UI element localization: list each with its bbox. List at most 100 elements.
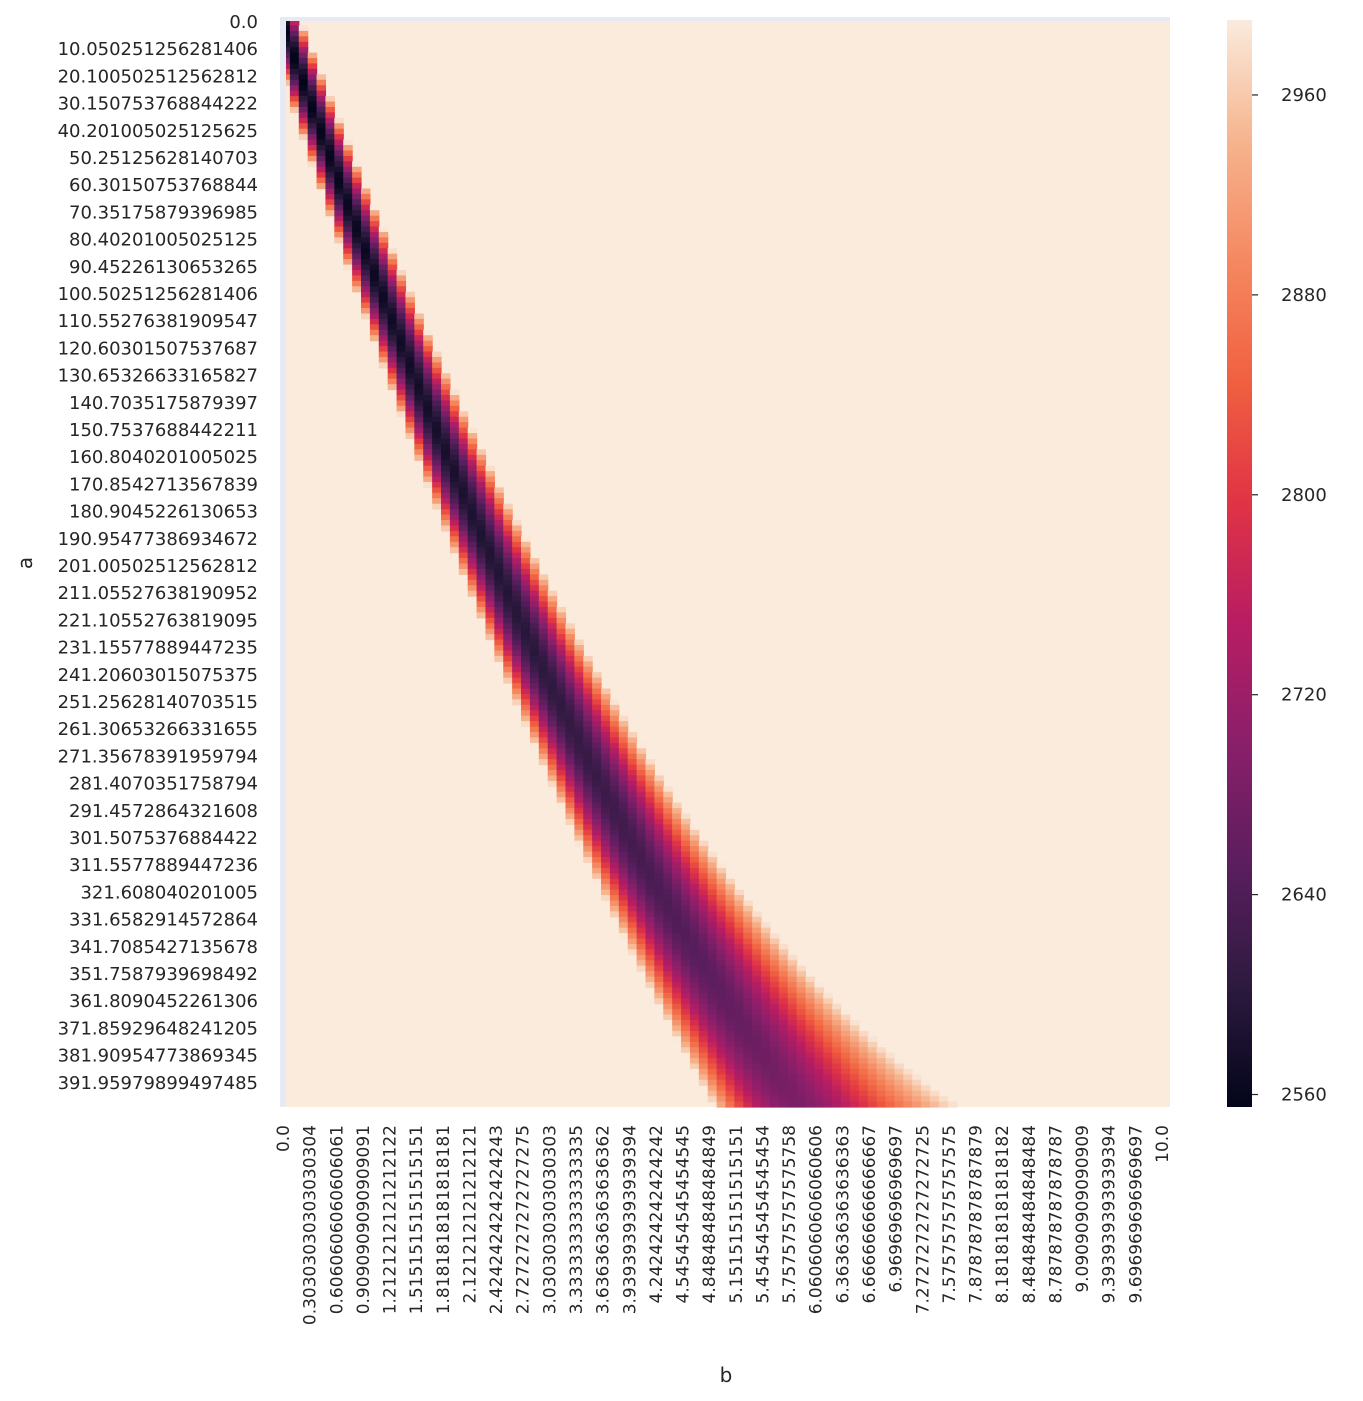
heatmap-cell <box>787 1096 798 1103</box>
heatmap-cell <box>369 318 380 325</box>
heatmap-cell <box>752 976 762 983</box>
heatmap-cell <box>538 645 549 652</box>
heatmap-cell <box>449 427 460 434</box>
heatmap-cell <box>316 145 327 152</box>
heatmap-cell <box>432 378 442 385</box>
heatmap-cell <box>378 291 389 298</box>
heatmap-cell <box>503 563 513 570</box>
heatmap-cell <box>867 1096 878 1103</box>
heatmap-cell <box>743 1025 753 1032</box>
x-axis: 0.0 0.30303030303030304 0.6060606060606061… <box>274 1125 1173 1325</box>
heatmap-cell <box>432 351 442 358</box>
heatmap-cell <box>761 971 771 978</box>
heatmap-cell <box>654 938 664 945</box>
heatmap-cell <box>858 1090 869 1097</box>
x-tick-label: 0.30303030303030304 <box>301 1125 321 1325</box>
heatmap-cell <box>672 998 682 1005</box>
heatmap-cell <box>672 971 682 978</box>
x-tick-label: 0.9090909090909091 <box>354 1125 374 1314</box>
x-tick-label: 7.878787878787879 <box>967 1125 987 1303</box>
heatmap-cell <box>387 248 398 255</box>
heatmap-cell <box>574 677 584 684</box>
y-tick-label: 371.85929648241205 <box>58 1018 258 1039</box>
heatmap-cell <box>814 998 824 1005</box>
heatmap-cell <box>565 693 575 700</box>
heatmap-cell <box>672 965 682 972</box>
heatmap-cell <box>592 786 602 793</box>
heatmap-cell <box>778 1101 789 1108</box>
heatmap-cell <box>769 933 780 940</box>
heatmap-cell <box>698 981 709 989</box>
y-tick-label: 160.8040201005025 <box>69 447 258 468</box>
heatmap-cell <box>743 938 753 945</box>
heatmap-cell <box>298 128 309 135</box>
heatmap-cell <box>689 1036 700 1043</box>
heatmap-cell <box>494 623 504 630</box>
y-tick-label: 201.00502512562812 <box>58 556 258 577</box>
heatmap-cell <box>725 1052 735 1059</box>
heatmap-cell <box>467 590 478 597</box>
heatmap-cell <box>796 1041 807 1048</box>
heatmap-cell <box>894 1079 904 1086</box>
heatmap-cell <box>778 1003 789 1010</box>
heatmap-cell <box>707 1047 718 1054</box>
heatmap-cell <box>894 1063 904 1070</box>
heatmap-cell <box>805 1058 815 1065</box>
heatmap-cell <box>681 933 691 940</box>
heatmap-cell <box>752 1085 762 1092</box>
heatmap-cell <box>485 520 495 527</box>
heatmap-cell <box>743 1063 753 1070</box>
heatmap-cell <box>761 922 771 929</box>
heatmap-cell <box>529 601 540 608</box>
colorbar-tick-label: 2720 <box>1281 685 1327 706</box>
y-tick-label: 100.50251256281406 <box>58 284 258 305</box>
heatmap-cell <box>752 1052 762 1059</box>
heatmap-cell <box>716 1014 727 1021</box>
heatmap-cell <box>681 856 691 864</box>
heatmap-cell <box>521 645 531 652</box>
heatmap-cell <box>832 1074 842 1081</box>
heatmap-cell <box>707 884 718 891</box>
heatmap-cell <box>814 1068 824 1075</box>
heatmap-cell <box>467 438 478 445</box>
heatmap-cell <box>512 688 522 695</box>
heatmap-cell <box>449 405 460 412</box>
heatmap-cell <box>681 938 691 945</box>
heatmap-cell <box>725 1041 735 1048</box>
heatmap-cell <box>503 677 513 684</box>
heatmap-cell <box>352 259 362 266</box>
heatmap-cell <box>929 1096 940 1103</box>
heatmap-cell <box>556 661 567 668</box>
heatmap-cell <box>289 79 300 86</box>
heatmap-cell <box>521 683 531 690</box>
heatmap-cell <box>876 1085 887 1092</box>
heatmap-cell <box>707 1020 718 1027</box>
heatmap-cell <box>298 106 309 113</box>
heatmap-cell <box>752 1090 762 1097</box>
heatmap-cell <box>707 889 718 896</box>
heatmap-cell <box>672 922 682 929</box>
heatmap-cell <box>929 1090 940 1097</box>
heatmap-cell <box>432 427 442 434</box>
heatmap-cell <box>352 183 362 190</box>
heatmap-cell <box>761 1096 771 1103</box>
heatmap-cell <box>752 916 762 923</box>
heatmap-cell <box>547 683 558 690</box>
heatmap-cell <box>494 628 504 635</box>
heatmap-cell <box>823 1074 833 1081</box>
heatmap-cell <box>832 1090 842 1097</box>
heatmap-cell <box>823 1085 833 1092</box>
heatmap-cell <box>316 155 327 162</box>
heatmap-cell <box>698 911 709 918</box>
heatmap-cell <box>912 1079 922 1086</box>
heatmap-cell <box>627 943 638 950</box>
heatmap-cell <box>761 1020 771 1027</box>
heatmap-cell <box>716 938 727 945</box>
heatmap-cell <box>885 1058 896 1065</box>
heatmap-cell <box>396 400 407 407</box>
heatmap-cell <box>476 574 487 581</box>
heatmap-cell <box>761 1074 771 1081</box>
heatmap-cell <box>858 1063 869 1070</box>
heatmap-cell <box>529 731 540 739</box>
